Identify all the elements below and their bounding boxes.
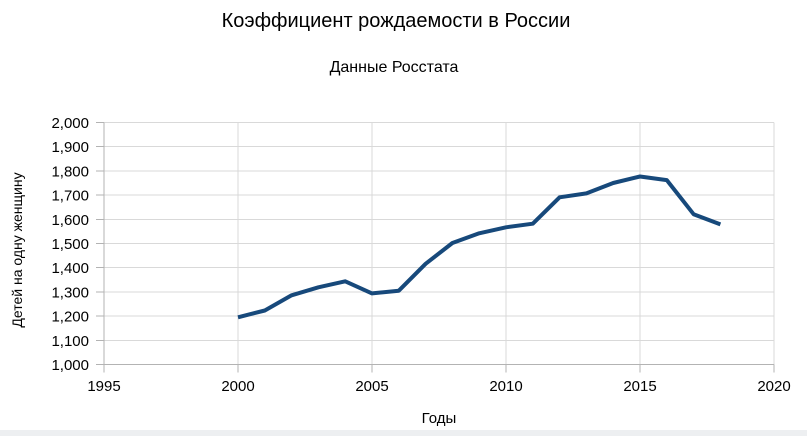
chart-title: Коэффициент рождаемости в России (221, 10, 571, 32)
y-tick-label: 1,600 (51, 212, 89, 229)
chart-subtitle: Данные Росстата (329, 59, 459, 76)
x-tick-label: 2005 (355, 378, 388, 395)
y-tick-label: 1,500 (51, 236, 89, 253)
x-tick-label: 2015 (623, 378, 656, 395)
x-axis-title: Годы (421, 410, 457, 427)
y-tick-label: 1,200 (51, 309, 89, 326)
x-tick-label: 1995 (87, 378, 120, 395)
y-tick-label: 1,900 (51, 139, 89, 156)
bottom-strip (0, 430, 807, 436)
x-tick-label: 2020 (757, 378, 790, 395)
y-tick-label: 1,300 (51, 284, 89, 301)
y-tick-label: 1,000 (51, 357, 89, 374)
y-tick-label: 1,700 (51, 188, 89, 205)
x-tick-label: 2000 (221, 378, 254, 395)
y-tick-label: 2,000 (51, 115, 89, 132)
y-tick-label: 1,100 (51, 333, 89, 350)
series-line (237, 174, 722, 320)
y-tick-label: 1,800 (51, 163, 89, 180)
x-tick-label: 2010 (489, 378, 522, 395)
y-tick-label: 1,400 (51, 260, 89, 277)
